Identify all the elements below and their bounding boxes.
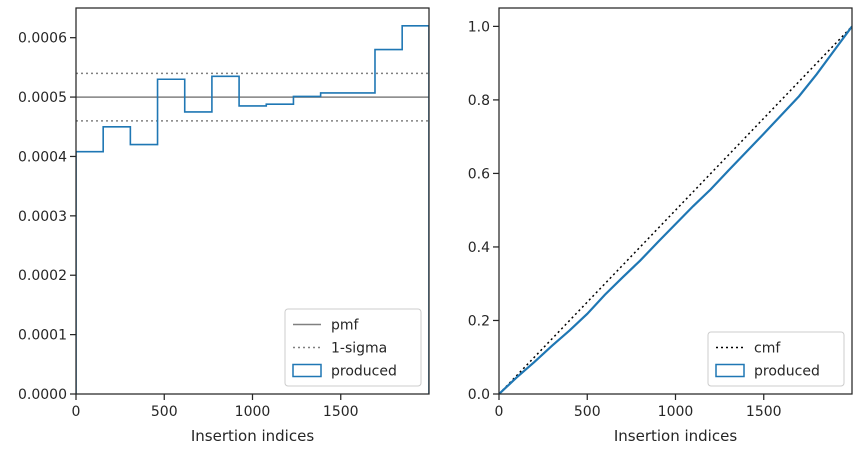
y-tick-label: 0.2 — [468, 313, 490, 329]
y-tick-label: 0.0005 — [18, 90, 67, 106]
legend-item: pmf — [293, 318, 360, 334]
legend-label: produced — [331, 364, 397, 380]
legend-item: produced — [292, 363, 397, 380]
produced-series-step — [76, 25, 429, 394]
y-tick-label: 0.6 — [468, 166, 490, 182]
y-tick-label: 0.0 — [468, 387, 490, 403]
x-tick-label: 1000 — [658, 404, 694, 420]
produced-series-line — [499, 25, 852, 394]
y-tick-label: 0.0000 — [18, 387, 67, 403]
x-tick-label: 0 — [495, 404, 504, 420]
legend-label: pmf — [331, 318, 360, 334]
y-tick-label: 0.0004 — [18, 149, 67, 165]
legend: pmf 1-sigma produced — [284, 308, 422, 387]
x-tick-label: 1500 — [323, 404, 359, 420]
legend-label: cmf — [754, 341, 781, 357]
x-tick-label: 1000 — [235, 404, 271, 420]
y-tick-label: 1.0 — [468, 19, 490, 35]
x-tick-label: 1500 — [746, 404, 782, 420]
legend-box — [284, 308, 422, 387]
plot-area — [499, 25, 852, 394]
legend-swatch — [715, 363, 745, 378]
legend-item: cmf — [716, 341, 781, 357]
y-tick-label: 0.4 — [468, 240, 490, 256]
legend-box — [707, 331, 845, 387]
plot-area — [76, 25, 429, 394]
x-axis-label: Insertion indices — [191, 427, 314, 445]
legend-item: 1-sigma — [293, 341, 387, 357]
y-tick-label: 0.0006 — [18, 31, 67, 47]
x-tick-label: 0 — [72, 404, 81, 420]
y-tick-label: 0.0003 — [18, 209, 67, 225]
legend-item: produced — [715, 363, 820, 380]
y-tick-label: 0.0002 — [18, 268, 67, 284]
legend-label: produced — [754, 364, 820, 380]
y-tick-label: 0.0001 — [18, 328, 67, 344]
x-tick-label: 500 — [151, 404, 178, 420]
x-axis-label: Insertion indices — [614, 427, 737, 445]
legend: cmf produced — [707, 331, 845, 387]
chart-panel-2: 0 500 1000 1500 0.0 0.2 0.4 0.6 0.8 1.0 Insertion … — [468, 7, 853, 445]
chart-panel-1: 0 500 1000 1500 0.0000 0.0001 0.0002 0.0003 0.00… — [18, 7, 430, 445]
x-tick-label: 500 — [574, 404, 601, 420]
legend-label: 1-sigma — [331, 341, 387, 357]
y-tick-label: 0.8 — [468, 93, 490, 109]
legend-swatch — [292, 363, 322, 378]
